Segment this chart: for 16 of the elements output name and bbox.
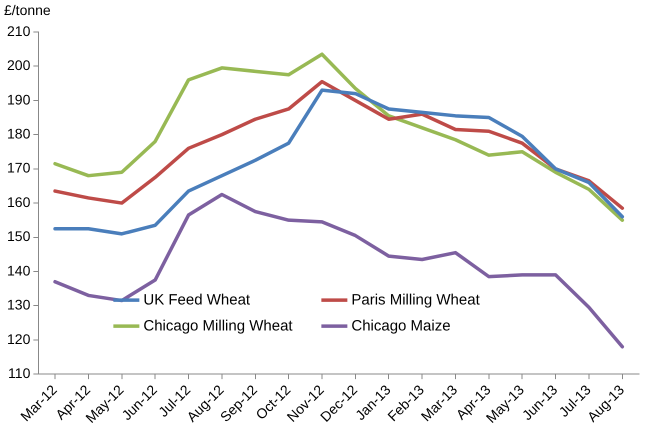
- legend-label: Chicago Milling Wheat: [143, 317, 294, 334]
- y-tick-label: 180: [7, 125, 31, 142]
- y-tick-label: 150: [7, 228, 31, 244]
- y-tick-label: 170: [7, 160, 31, 176]
- y-tick-label: 140: [7, 262, 31, 278]
- y-tick-label: 210: [7, 22, 31, 39]
- y-tick-label: 120: [7, 330, 31, 347]
- y-axis-title: £/tonne: [4, 2, 51, 18]
- legend-label: Paris Milling Wheat: [351, 291, 481, 308]
- legend-label: Chicago Maize: [351, 317, 451, 334]
- y-tick-label: 110: [8, 364, 31, 381]
- y-tick-label: 190: [7, 91, 31, 108]
- y-tick-label: 130: [7, 296, 31, 313]
- y-tick-label: 200: [7, 57, 31, 74]
- legend-label: UK Feed Wheat: [143, 291, 251, 308]
- y-tick-label: 160: [7, 194, 31, 210]
